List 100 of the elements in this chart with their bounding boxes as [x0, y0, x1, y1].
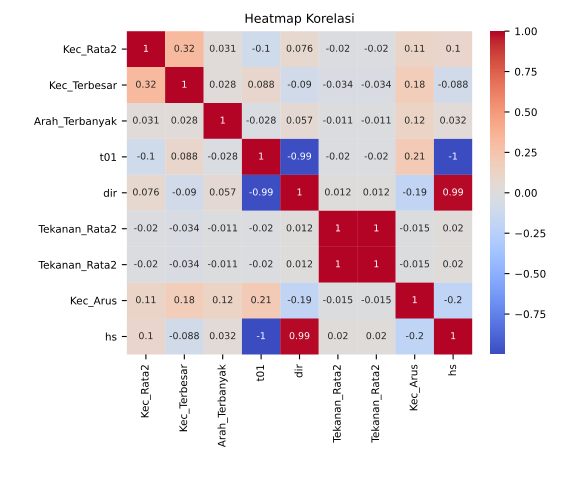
data-label: 0.1: [139, 332, 153, 340]
data-label: -0.028: [246, 116, 276, 124]
y-tick-label: Tekanan_Rata2: [38, 260, 116, 272]
data-label: -0.19: [402, 188, 426, 196]
data-label: -0.034: [362, 80, 392, 88]
y-tick-label: hs: [106, 332, 116, 341]
data-label: -0.99: [288, 152, 312, 160]
data-label: -0.02: [326, 152, 350, 160]
x-tick-label: t01: [256, 365, 264, 382]
data-label: 0.18: [174, 296, 194, 304]
data-label: -0.034: [323, 80, 353, 88]
data-label: 0.02: [328, 332, 348, 340]
color-bar-label: −0.50: [515, 270, 546, 278]
x-tick-label: Arah_Terbanyak: [218, 364, 228, 448]
data-label: -0.015: [323, 296, 352, 304]
color-bar-label: 0.75: [514, 68, 537, 76]
data-label: -0.09: [172, 188, 196, 196]
data-label: 0.21: [404, 152, 424, 160]
data-label: -0.011: [208, 224, 238, 232]
x-tick-label: Kec_Rata2: [140, 365, 152, 418]
data-label: 0.012: [363, 188, 389, 196]
x-tick-label: Tekanan_Rata2: [332, 365, 344, 443]
data-label: 0.057: [210, 188, 236, 196]
data-label: 0.032: [210, 332, 236, 340]
data-label: 0.088: [248, 80, 274, 88]
data-label: 0.076: [133, 188, 159, 196]
data-label: -1: [448, 152, 457, 160]
data-label: 1: [298, 188, 302, 196]
x-tick-label: Kec_Terbesar: [179, 364, 190, 432]
data-label: 1: [451, 332, 456, 340]
color-bar-label: 0.25: [514, 148, 537, 156]
data-label: 0.02: [443, 260, 463, 268]
y-tick-label: Kec_Terbesar: [50, 81, 117, 92]
data-label: -0.02: [249, 224, 272, 232]
data-label: 0.12: [212, 296, 232, 304]
data-label: -0.011: [208, 260, 238, 268]
data-label: 0.076: [286, 44, 312, 52]
data-label: -1: [256, 332, 265, 340]
data-label: 0.012: [286, 224, 312, 232]
data-label: 0.99: [290, 332, 310, 340]
color-bar-label: −0.25: [515, 229, 546, 238]
data-label: -0.2: [444, 296, 462, 304]
data-label: -0.015: [400, 260, 430, 268]
y-tick-label: Tekanan_Rata2: [38, 224, 116, 236]
data-label: 0.028: [171, 116, 198, 124]
data-label: 0.031: [133, 116, 159, 124]
data-label: 1: [182, 80, 186, 88]
data-label: 0.057: [286, 116, 312, 124]
data-label: 0.11: [136, 296, 156, 304]
data-label: -0.99: [249, 188, 273, 196]
data-label: -0.02: [249, 260, 272, 268]
chart-title: Heatmap Korelasi: [246, 13, 354, 26]
x-tick-label: hs: [448, 364, 456, 376]
data-label: -0.02: [364, 44, 388, 52]
x-tick-label: Tekanan_Rata2: [371, 365, 382, 443]
data-label: 0.18: [404, 80, 425, 88]
data-label: 1: [374, 224, 378, 232]
data-label: -0.1: [252, 44, 270, 52]
data-label: 0.11: [404, 44, 424, 52]
data-label: 0.031: [210, 44, 236, 52]
data-label: 0.028: [210, 80, 236, 88]
data-label: 1: [412, 296, 417, 304]
data-label: -0.02: [134, 224, 158, 232]
data-label: 1: [374, 260, 378, 268]
data-label: -0.02: [134, 260, 158, 268]
data-label: 0.1: [446, 44, 460, 52]
color-bar-label: 1.00: [515, 27, 537, 36]
data-label: -0.011: [323, 116, 352, 124]
x-tick-label: Kec_Arus: [410, 364, 420, 410]
data-label: -0.19: [288, 296, 312, 304]
x-tick-label: dir: [294, 364, 303, 378]
data-label: 0.02: [443, 224, 463, 232]
data-label: -0.034: [170, 260, 200, 268]
data-label: 1: [259, 152, 264, 160]
data-label: 0.99: [443, 188, 463, 196]
data-label: 1: [220, 116, 225, 124]
data-label: -0.088: [170, 332, 199, 340]
data-label: -0.015: [362, 296, 391, 304]
data-label: 0.32: [136, 80, 156, 88]
y-tick-label: Kec_Arus: [70, 296, 116, 307]
data-label: 0.32: [174, 44, 194, 52]
y-tick-label: Arah_Terbanyak: [34, 116, 117, 128]
data-label: -0.02: [364, 152, 388, 160]
data-label: 0.12: [404, 116, 424, 124]
data-label: -0.1: [137, 152, 154, 160]
data-label: 0.088: [171, 152, 198, 160]
y-tick-label: Kec_Rata2: [64, 45, 116, 56]
data-label: 1: [336, 224, 340, 232]
data-label: 0.02: [366, 332, 386, 340]
data-label: 1: [336, 260, 340, 268]
color-bar-label: −0.75: [515, 310, 546, 318]
data-label: -0.034: [170, 224, 200, 232]
data-label: -0.2: [406, 332, 423, 340]
data-label: -0.09: [288, 80, 312, 88]
data-label: -0.011: [362, 116, 391, 124]
data-label: -0.015: [400, 224, 430, 232]
color-bar-label: 0.00: [514, 189, 537, 197]
data-label: 0.032: [440, 116, 466, 124]
data-label: -0.028: [208, 152, 238, 160]
color-bar-label: 0.50: [514, 108, 537, 116]
